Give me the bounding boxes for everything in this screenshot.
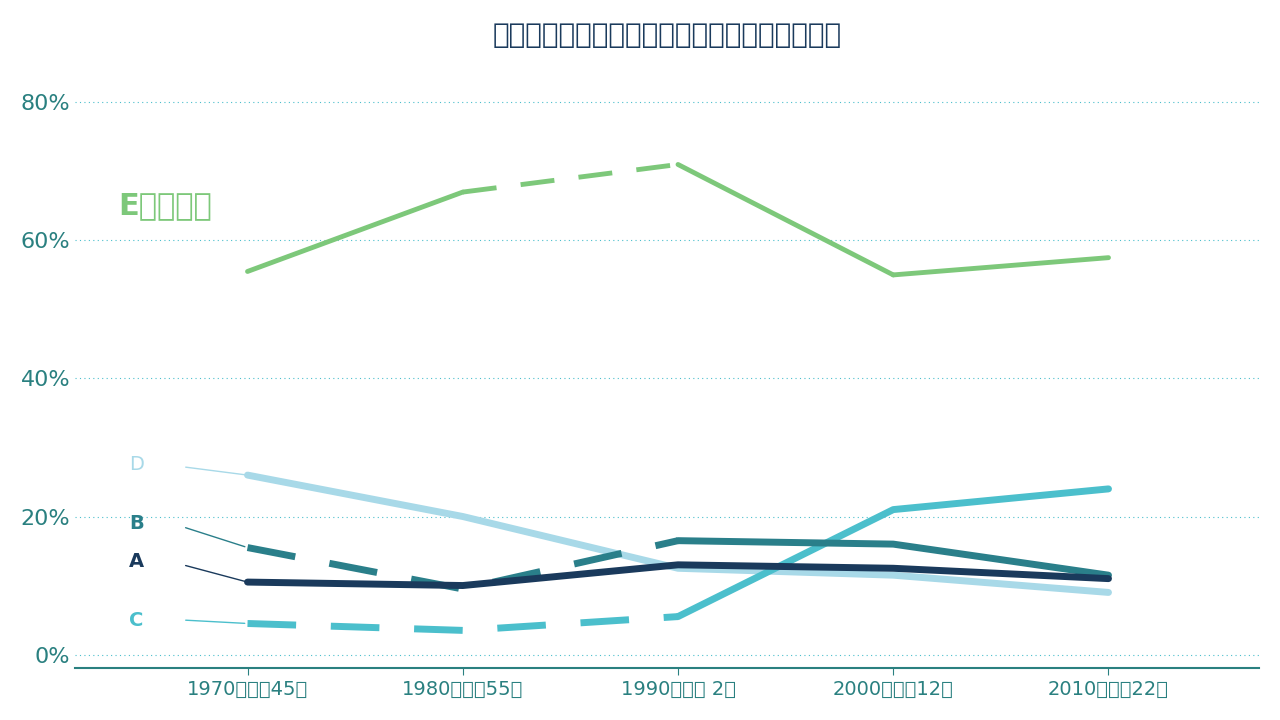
Text: D: D: [129, 455, 145, 474]
Title: 通勤・通学の利用交通手段別人口割合：東京都: 通勤・通学の利用交通手段別人口割合：東京都: [493, 21, 842, 49]
Text: C: C: [129, 611, 143, 629]
Text: E＝鉄道等: E＝鉄道等: [118, 192, 212, 220]
Text: A: A: [129, 552, 145, 571]
Text: B: B: [129, 514, 143, 533]
